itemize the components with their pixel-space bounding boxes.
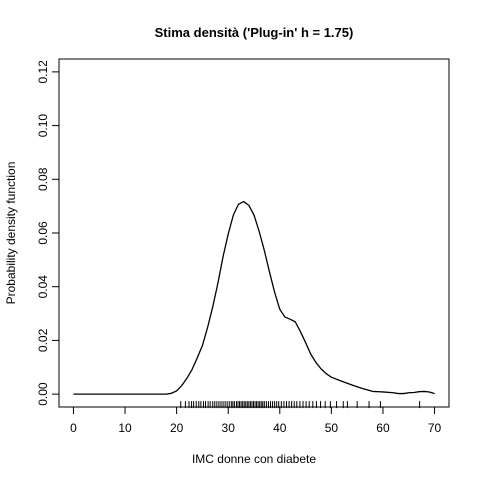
plot-area [58, 58, 450, 409]
y-tick-label: 0.02 [36, 328, 50, 352]
y-tick-label: 0.06 [36, 221, 50, 245]
x-tick-label: 70 [428, 421, 442, 435]
x-tick-label: 60 [376, 421, 390, 435]
y-axis: 0.00 0.02 0.04 0.06 0.08 0.10 0.12 [36, 60, 60, 406]
x-tick-label: 0 [70, 421, 77, 435]
x-tick-label: 10 [118, 421, 132, 435]
x-tick-label: 40 [273, 421, 287, 435]
y-tick-label: 0.08 [36, 167, 50, 191]
y-tick-label: 0.04 [36, 275, 50, 299]
density-curve [73, 200, 435, 395]
x-tick-label: 30 [222, 421, 236, 435]
plot-frame [58, 58, 450, 408]
x-tick-label: 50 [325, 421, 339, 435]
chart-title: Stima densità ('Plug-in' h = 1.75) [155, 25, 354, 40]
y-tick-label: 0.00 [36, 382, 50, 406]
x-axis: 0 10 20 30 40 50 60 70 [70, 406, 442, 435]
y-tick-label: 0.12 [36, 60, 50, 84]
y-axis-label: Probability density function [4, 162, 18, 305]
x-tick-label: 20 [170, 421, 184, 435]
y-tick-label: 0.10 [36, 114, 50, 138]
x-axis-label: IMC donne con diabete [192, 452, 316, 466]
